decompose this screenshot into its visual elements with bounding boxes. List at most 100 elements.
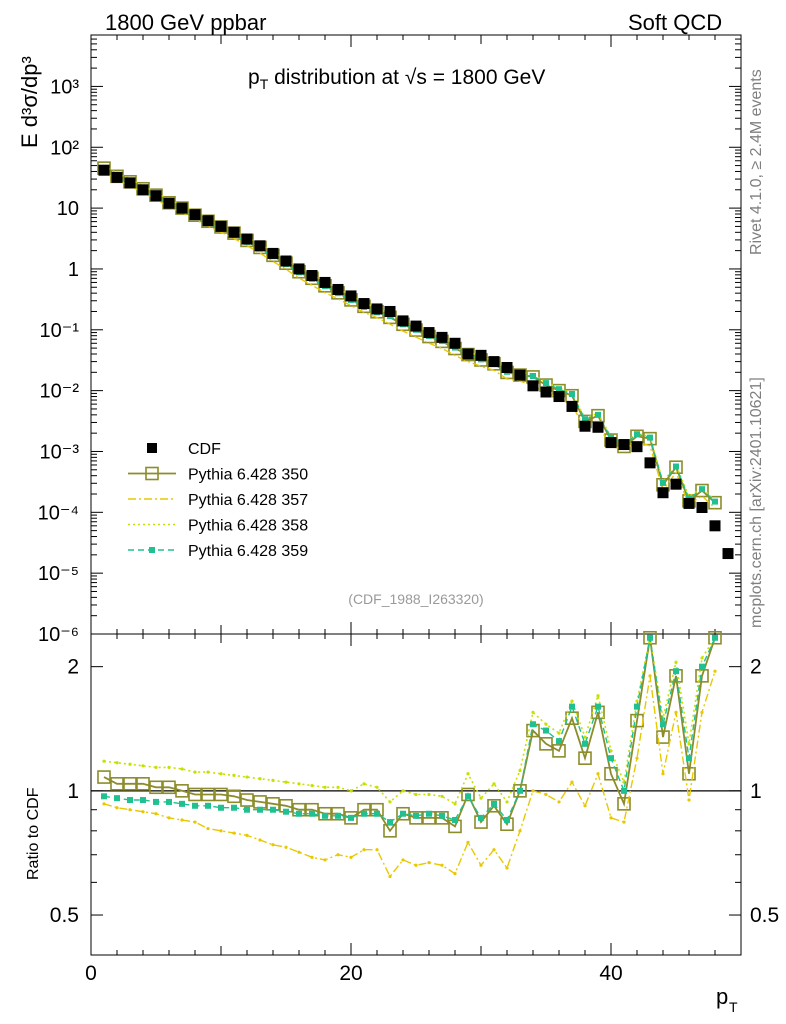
series-point-ratio-4 — [192, 802, 198, 809]
series-point-ratio-4 — [101, 793, 107, 800]
series-point-ratio-4 — [452, 816, 458, 823]
series-point-ratio-1 — [539, 737, 553, 751]
series-point-ratio-3 — [453, 802, 457, 806]
series-point-ratio-4 — [374, 810, 380, 817]
series-point-ratio-3 — [180, 767, 184, 771]
data-point-cdf — [423, 327, 435, 339]
series-point-ratio-2 — [362, 848, 366, 852]
data-point-cdf — [306, 270, 318, 282]
series-point-ratio-3 — [167, 765, 171, 769]
y-tick-label-ratio: 0.5 — [50, 904, 79, 927]
series-point-ratio-2 — [284, 845, 288, 849]
series-point-ratio-4 — [231, 804, 237, 811]
series-point-ratio-3 — [141, 764, 145, 768]
series-point-ratio-2 — [700, 710, 704, 714]
series-point-main-4 — [556, 386, 562, 393]
y-tick-label-ratio-right: 2 — [750, 656, 762, 679]
y-axis-label-ratio: Ratio to CDF — [25, 787, 42, 880]
y-tick-label-ratio-right: 1 — [750, 780, 762, 803]
series-point-ratio-4 — [270, 806, 276, 813]
series-point-ratio-4 — [244, 806, 250, 813]
series-point-ratio-3 — [609, 749, 613, 753]
legend-label-2: Pythia 6.428 357 — [188, 492, 308, 509]
series-point-main-4 — [660, 479, 666, 486]
series-point-ratio-4 — [621, 787, 627, 794]
series-point-ratio-3 — [258, 777, 262, 781]
series-point-ratio-3 — [687, 742, 691, 746]
data-point-cdf — [332, 283, 344, 295]
y-axis-label-main: E d³σ/dp³ — [17, 56, 42, 148]
series-point-ratio-3 — [505, 800, 509, 804]
data-point-cdf — [215, 220, 227, 232]
series-point-ratio-2 — [492, 848, 496, 852]
series-point-ratio-3 — [531, 710, 535, 714]
series-point-ratio-4 — [309, 810, 315, 817]
series-point-ratio-4 — [348, 814, 354, 821]
series-point-ratio-2 — [206, 826, 210, 831]
series-point-ratio-2 — [427, 860, 431, 865]
series-point-ratio-3 — [557, 731, 561, 735]
data-point-cdf — [514, 369, 526, 381]
data-point-cdf — [436, 331, 448, 343]
series-point-ratio-4 — [283, 808, 289, 815]
data-point-cdf — [566, 400, 578, 412]
legend-marker-4 — [149, 547, 155, 553]
series-point-ratio-1 — [682, 766, 696, 781]
series-point-ratio-4 — [413, 812, 419, 819]
legend-label-1: Pythia 6.428 350 — [188, 467, 308, 484]
series-line-ratio-2 — [103, 670, 716, 878]
series-point-ratio-1 — [214, 787, 228, 802]
series-point-ratio-2 — [713, 669, 717, 673]
series-point-main-4 — [569, 391, 575, 398]
series-point-ratio-2 — [505, 866, 509, 870]
series-point-ratio-4 — [153, 798, 159, 805]
series-point-ratio-3 — [323, 785, 327, 789]
series-point-ratio-2 — [167, 816, 171, 820]
series-point-main-1 — [591, 408, 605, 423]
header-right: Soft QCD — [628, 10, 723, 35]
series-point-ratio-2 — [245, 833, 249, 837]
series-point-ratio-2 — [271, 843, 275, 847]
series-point-ratio-4 — [686, 755, 692, 762]
y-tick-label-main: 10⁻⁶ — [38, 624, 79, 646]
series-point-main-4 — [595, 411, 601, 418]
series-point-ratio-4 — [205, 802, 211, 809]
series-point-ratio-1 — [578, 751, 592, 765]
x-tick-label: 0 — [85, 962, 97, 985]
series-point-ratio-4 — [530, 721, 536, 728]
data-point-cdf — [241, 233, 253, 245]
series-point-ratio-3 — [596, 694, 600, 698]
series-point-ratio-4 — [465, 793, 471, 800]
series-point-ratio-4 — [699, 663, 705, 670]
series-point-ratio-1 — [110, 777, 124, 791]
data-point-cdf — [579, 420, 591, 432]
series-point-ratio-2 — [674, 710, 678, 714]
series-point-ratio-4 — [127, 797, 133, 804]
series-point-ratio-2 — [583, 804, 587, 808]
series-point-ratio-2 — [479, 863, 483, 867]
title-suffix: = 1800 GeV — [426, 66, 546, 89]
data-point-cdf — [644, 457, 656, 469]
series-point-ratio-3 — [336, 785, 340, 789]
series-point-ratio-3 — [232, 773, 236, 778]
series-point-ratio-2 — [323, 858, 327, 862]
series-point-ratio-2 — [349, 855, 353, 859]
title-prefix: p — [248, 66, 260, 89]
data-point-cdf — [709, 520, 721, 532]
data-point-cdf — [449, 337, 461, 349]
series-point-ratio-2 — [544, 792, 548, 797]
series-point-ratio-2 — [258, 838, 262, 842]
data-point-cdf — [501, 361, 513, 373]
series-point-main-4 — [530, 372, 536, 379]
series-point-ratio-2 — [661, 772, 665, 776]
x-axis-label-subscript: T — [729, 999, 738, 1015]
series-point-ratio-2 — [115, 806, 119, 810]
series-point-ratio-2 — [219, 829, 223, 833]
series-point-ratio-4 — [647, 634, 653, 641]
series-point-main-1 — [695, 483, 709, 498]
series-point-ratio-1 — [188, 787, 202, 802]
y-tick-label-main: 10⁻¹ — [40, 320, 80, 342]
x-tick-label: 40 — [599, 962, 622, 985]
data-point-cdf — [683, 497, 695, 509]
series-point-ratio-1 — [708, 630, 722, 645]
